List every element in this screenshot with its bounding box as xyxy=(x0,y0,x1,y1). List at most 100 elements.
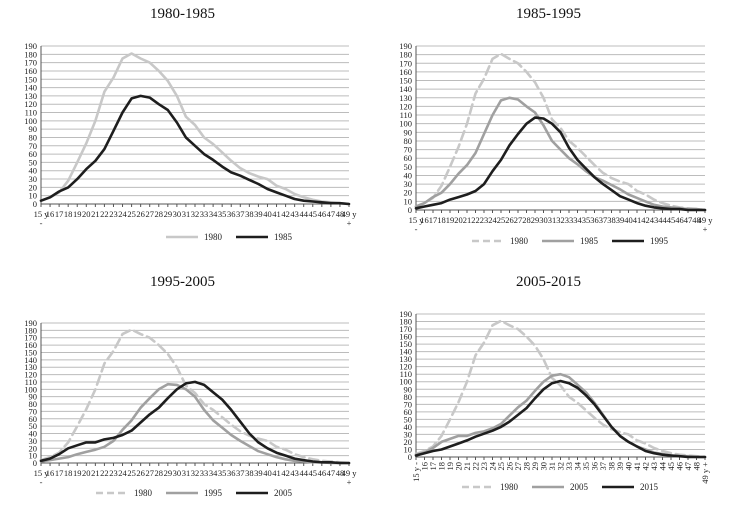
y-tick-label: 20 xyxy=(29,182,38,192)
legend-label-2005: 2005 xyxy=(274,488,293,498)
series-line-1985 xyxy=(39,94,351,206)
x-tick-label: 16 xyxy=(46,468,55,478)
y-tick-label: 10 xyxy=(29,451,38,461)
y-tick-label: 140 xyxy=(24,83,37,93)
y-tick-label: 50 xyxy=(404,162,413,172)
x-tick-label: 36 xyxy=(590,215,599,225)
x-tick-label: 17 xyxy=(55,468,64,478)
y-tick-label: 130 xyxy=(399,93,412,103)
x-tick-label: 49 y + xyxy=(342,468,358,487)
x-tick-label: 45 xyxy=(309,468,318,478)
y-tick-label: 180 xyxy=(24,325,37,335)
x-tick-label: 31 xyxy=(182,468,191,478)
series-line-1980 xyxy=(39,328,351,465)
x-tick-label: 41 xyxy=(272,468,281,478)
chart-title: 2005-2015 xyxy=(516,274,581,290)
legend-label-1995: 1995 xyxy=(204,488,223,498)
x-tick-label: 43 xyxy=(290,468,299,478)
x-tick-label: 38 xyxy=(245,468,254,478)
x-tick-label: 34 xyxy=(209,209,218,219)
x-tick-label: 18 xyxy=(64,468,73,478)
x-tick-label: 42 xyxy=(281,468,290,478)
x-tick-label: 29 xyxy=(531,215,540,225)
y-tick-label: 40 xyxy=(404,170,413,180)
y-tick-label: 120 xyxy=(399,362,412,372)
y-tick-label: 70 xyxy=(29,406,38,416)
x-tick-label: 36 xyxy=(227,209,236,219)
chart-title: 1985-1995 xyxy=(516,6,581,22)
x-tick-label: 44 xyxy=(299,468,308,478)
x-tick-label: 23 xyxy=(480,215,489,225)
x-tick-label: 48 xyxy=(336,209,345,219)
x-tick-label: 39 xyxy=(616,215,625,225)
x-tick-label: 34 xyxy=(573,215,582,225)
y-tick-label: 40 xyxy=(404,422,413,432)
y-tick-label: 130 xyxy=(399,354,412,364)
x-tick-label: 28 xyxy=(522,215,531,225)
legend-label-2015: 2015 xyxy=(640,482,659,492)
series-line-1985 xyxy=(414,96,707,212)
y-tick-label: 90 xyxy=(404,127,413,137)
y-tick-label: 110 xyxy=(25,377,37,387)
x-tick-label: 16 xyxy=(420,215,429,225)
y-tick-label: 190 xyxy=(24,318,37,328)
y-tick-label: 70 xyxy=(404,399,413,409)
y-tick-label: 40 xyxy=(29,166,38,176)
series-line-1980 xyxy=(414,319,707,459)
x-tick-label: 24 xyxy=(118,468,127,478)
y-tick-label: 30 xyxy=(29,436,38,446)
x-tick-label: 44 xyxy=(299,209,308,219)
x-tick-label: 46 xyxy=(318,209,327,219)
x-tick-label: 42 xyxy=(641,462,651,471)
x-tick-label: 20 xyxy=(82,209,91,219)
x-tick-label: 35 xyxy=(581,462,591,471)
y-tick-label: 80 xyxy=(29,132,38,142)
y-tick-label: 50 xyxy=(404,414,413,424)
x-tick-label: 30 xyxy=(173,468,182,478)
y-tick-label: 50 xyxy=(29,421,38,431)
x-tick-label: 16 xyxy=(420,462,430,471)
x-tick-label: 39 xyxy=(254,468,263,478)
legend-label-1980: 1980 xyxy=(510,236,529,246)
x-tick-label: 23 xyxy=(109,468,118,478)
series-line-1980 xyxy=(39,52,351,206)
x-tick-label: 38 xyxy=(607,462,617,471)
x-tick-label: 24 xyxy=(488,215,497,225)
x-tick-label: 49 y + xyxy=(700,462,710,484)
x-tick-label: 25 xyxy=(496,462,506,471)
x-tick-label: 29 xyxy=(530,462,540,471)
x-tick-label: 26 xyxy=(136,468,145,478)
y-tick-label: 60 xyxy=(29,414,38,424)
x-tick-label: 33 xyxy=(564,462,574,471)
x-tick-label: 15 y- xyxy=(409,215,425,234)
x-tick-label: 39 xyxy=(254,209,263,219)
y-tick-label: 190 xyxy=(399,41,412,51)
x-tick-label: 37 xyxy=(236,468,245,478)
y-tick-label: 140 xyxy=(24,355,37,365)
y-tick-label: 30 xyxy=(29,174,38,184)
line-chart: 0102030405060708090100110120130140150160… xyxy=(24,318,358,498)
y-tick-label: 130 xyxy=(24,362,37,372)
x-tick-label: 36 xyxy=(227,468,236,478)
chart-panel-1980-1985: 1980-1985 0 10 20 30 40 50 60 70 80 90 100 110 120 13… xyxy=(0,0,365,260)
x-tick-label: 47 xyxy=(327,209,336,219)
y-tick-label: 80 xyxy=(29,399,38,409)
series-line-2015 xyxy=(414,379,707,459)
line-chart: 0102030405060708090100110120130140150160… xyxy=(399,309,710,492)
x-tick-label: 46 xyxy=(675,215,684,225)
y-tick-label: 0 xyxy=(408,205,412,215)
x-tick-label: 27 xyxy=(145,209,154,219)
x-tick-label: 32 xyxy=(556,215,565,225)
x-tick-label: 21 xyxy=(91,468,100,478)
x-tick-label: 26 xyxy=(505,462,515,471)
x-tick-label: 35 xyxy=(218,209,227,219)
x-tick-label: 33 xyxy=(200,209,209,219)
y-tick-label: 10 xyxy=(404,444,413,454)
y-tick-label: 120 xyxy=(24,99,37,109)
x-tick-label: 17 xyxy=(429,215,438,225)
line-chart: 0102030405060708090100110120130140150160… xyxy=(24,41,357,242)
y-tick-label: 140 xyxy=(399,84,412,94)
x-tick-label: 26 xyxy=(136,209,145,219)
x-tick-label: 21 xyxy=(462,462,472,471)
x-tick-label: 32 xyxy=(191,209,200,219)
